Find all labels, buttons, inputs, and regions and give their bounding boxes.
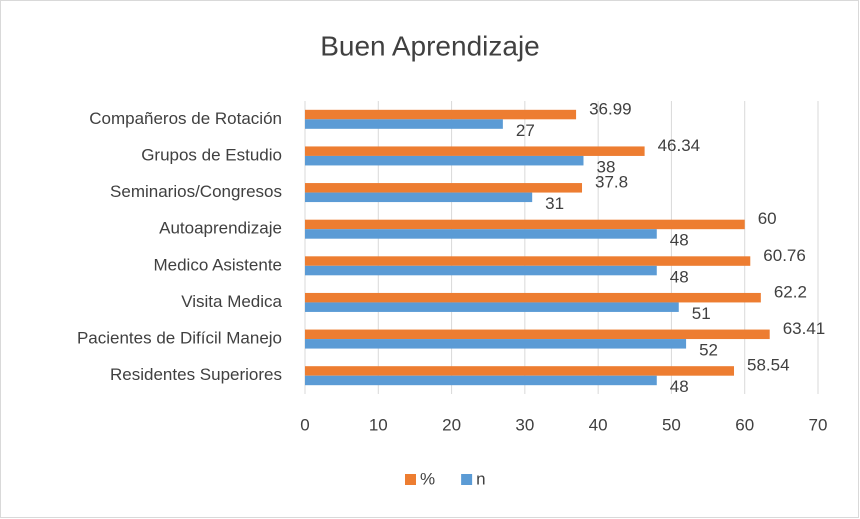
x-tick-label: 70 (809, 415, 828, 434)
data-label: 46.34 (658, 136, 701, 155)
data-label: 27 (516, 121, 535, 140)
data-label: 62.2 (774, 282, 807, 301)
data-label: 31 (545, 194, 564, 213)
bar (305, 219, 745, 230)
data-label: 52 (699, 341, 718, 360)
data-label: 48 (670, 231, 689, 250)
y-tick-label: Grupos de Estudio (141, 145, 282, 164)
data-label: 36.99 (589, 99, 632, 118)
data-label: 51 (692, 304, 711, 323)
bar (305, 256, 751, 266)
y-tick-label: Residentes Superiores (110, 365, 282, 384)
bar (305, 366, 735, 376)
y-tick-label: Compañeros de Rotación (89, 109, 282, 128)
bar (305, 302, 679, 312)
bar (305, 146, 645, 156)
data-label: 60 (758, 209, 777, 228)
legend-swatch (461, 474, 473, 485)
x-tick-label: 60 (735, 415, 754, 434)
data-label: 48 (670, 267, 689, 286)
chart-title: Buen Aprendizaje (320, 30, 540, 61)
data-label: 63.41 (783, 319, 826, 338)
bar (305, 292, 761, 303)
y-tick-label: Autoaprendizaje (159, 219, 282, 238)
legend-label: % (420, 469, 435, 488)
y-tick-label: Pacientes de Difícil Manejo (77, 329, 282, 348)
data-label: 58.54 (747, 356, 790, 375)
bar (305, 183, 583, 193)
x-tick-label: 0 (300, 415, 309, 434)
data-label: 38 (596, 157, 615, 176)
y-tick-label: Seminarios/Congresos (110, 182, 282, 201)
bar (305, 109, 577, 120)
bar (305, 329, 770, 340)
x-tick-label: 20 (442, 415, 461, 434)
bar (305, 229, 657, 239)
legend-swatch (405, 474, 416, 485)
data-label: 37.8 (595, 173, 628, 192)
bar (305, 339, 687, 349)
x-tick-label: 10 (369, 415, 388, 434)
bar (305, 192, 533, 203)
bar (305, 375, 657, 386)
x-tick-label: 40 (589, 415, 608, 434)
y-tick-label: Medico Asistente (153, 255, 282, 274)
legend-label: n (476, 469, 485, 488)
x-tick-label: 50 (662, 415, 681, 434)
data-label: 48 (670, 377, 689, 396)
data-label: 60.76 (763, 246, 806, 265)
x-tick-label: 30 (515, 415, 534, 434)
bar (305, 265, 657, 276)
y-tick-label: Visita Medica (181, 292, 282, 311)
bar (305, 119, 503, 129)
bar (305, 155, 584, 166)
